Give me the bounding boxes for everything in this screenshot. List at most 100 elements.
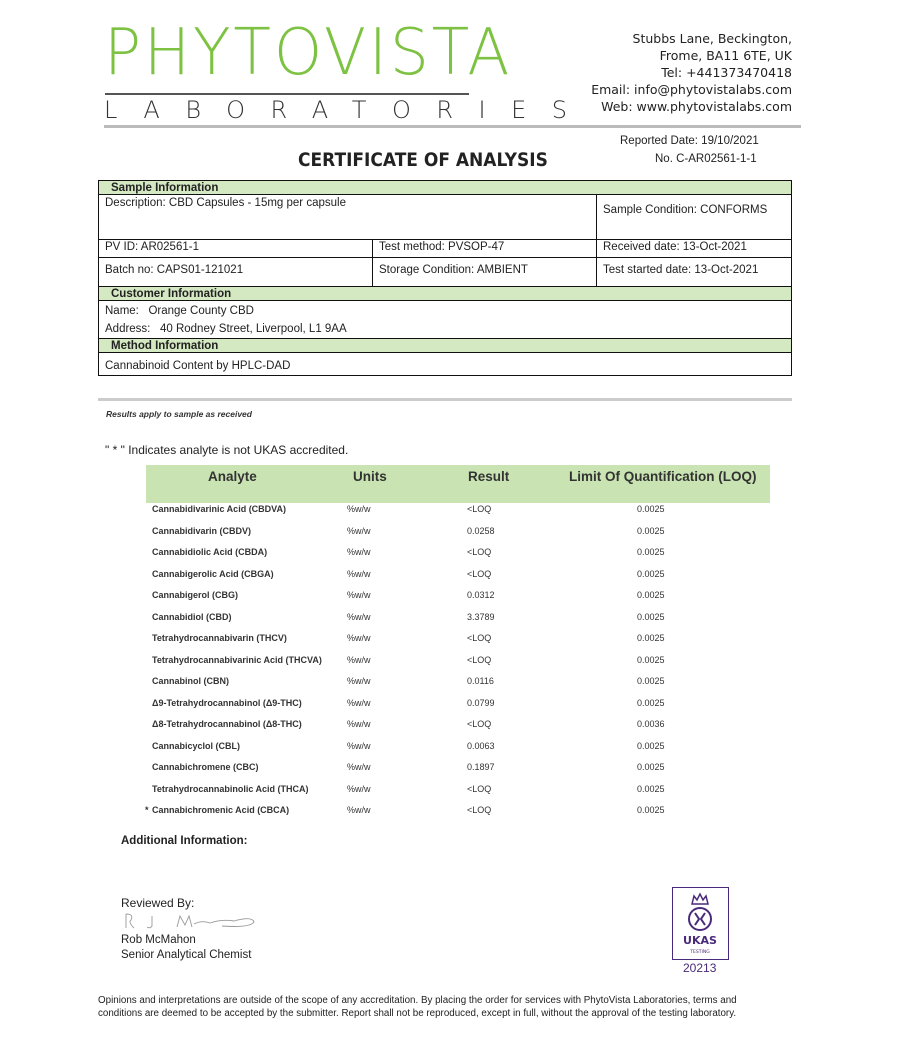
analyte-result: <LOQ — [467, 783, 492, 794]
page-title: CERTIFICATE OF ANALYSIS — [298, 150, 548, 171]
ukas-number: 20213 — [683, 961, 717, 975]
table-row: Tetrahydrocannabivarinic Acid (THCVA) %w/… — [0, 655, 900, 673]
test-method: Test method: PVSOP-47 — [373, 240, 597, 257]
table-row: Tetrahydrocannabivarin (THCV) %w/w <LOQ 0.0… — [0, 633, 900, 651]
analyte-loq: 0.0025 — [637, 590, 665, 600]
batch-number: Batch no: CAPS01-121021 — [99, 258, 373, 286]
analyte-result: 3.3789 — [467, 611, 495, 622]
analyte-result: 0.0116 — [467, 676, 494, 686]
additional-info-label: Additional Information: — [121, 835, 248, 847]
table-row: Cannabidiol (CBD) %w/w 3.3789 0.0025 — [0, 612, 900, 630]
footer-disclaimer: Opinions and interpretations are outside… — [98, 995, 737, 1019]
analyte-result: 0.0799 — [467, 697, 495, 708]
analyte-loq: 0.0025 — [637, 654, 665, 665]
sample-condition: Sample Condition: CONFORMS — [603, 204, 768, 216]
table-row: Cannabichromene (CBC) %w/w 0.1897 0.0025 — [0, 762, 900, 780]
analyte-result: <LOQ — [467, 719, 492, 729]
analyte-result: 0.1897 — [467, 762, 495, 772]
analyte-name: Cannabidivarin (CBDV) — [152, 525, 252, 536]
address-email: Email: info@phytovistalabs.com — [591, 82, 792, 97]
method-value: Cannabinoid Content by HPLC-DAD — [105, 360, 291, 372]
analyte-result: 0.0063 — [467, 740, 495, 751]
ukas-text: UKAS — [683, 934, 717, 947]
customer-address: Address: 40 Rodney Street, Liverpool, L1… — [105, 323, 347, 335]
analyte-name: Cannabinol (CBN) — [152, 676, 229, 686]
storage-condition: Storage Condition: AMBIENT — [373, 258, 597, 286]
table-row: Cannabidivarinic Acid (CBDVA) %w/w <LOQ 0.0… — [0, 504, 900, 522]
table-row: Δ9-Tetrahydrocannabinol (Δ9-THC) %w/w 0.07… — [0, 698, 900, 716]
analyte-units: %w/w — [347, 525, 371, 536]
analyte-units: %w/w — [347, 676, 371, 686]
results-table-header: Analyte Units Result Limit Of Quantifica… — [146, 465, 770, 503]
sample-info-heading: Sample Information — [99, 181, 791, 195]
analyte-units: %w/w — [347, 547, 371, 557]
analyte-name: Δ8-Tetrahydrocannabinol (Δ8-THC) — [152, 719, 302, 729]
analyte-units: %w/w — [347, 654, 371, 665]
table-row: Cannabigerolic Acid (CBGA) %w/w <LOQ 0.0025 — [0, 569, 900, 587]
analyte-result: <LOQ — [467, 654, 492, 665]
table-row: Δ8-Tetrahydrocannabinol (Δ8-THC) %w/w <LOQ… — [0, 719, 900, 737]
col-analyte: Analyte — [208, 469, 257, 484]
col-result: Result — [468, 469, 510, 484]
table-row: Cannabinol (CBN) %w/w 0.0116 0.0025 — [0, 676, 900, 694]
section-rule — [98, 398, 792, 401]
received-date: Received date: 13-Oct-2021 — [603, 241, 747, 253]
analyte-loq: 0.0025 — [637, 568, 665, 579]
certificate-number: No. C-AR02561-1-1 — [655, 153, 757, 165]
analyte-loq: 0.0036 — [637, 719, 665, 729]
analyte-result: <LOQ — [467, 547, 492, 557]
analyte-name: Δ9-Tetrahydrocannabinol (Δ9-THC) — [152, 697, 302, 708]
analyte-loq: 0.0025 — [637, 783, 665, 794]
analyte-units: %w/w — [347, 783, 371, 794]
col-units: Units — [353, 469, 387, 484]
address-line: Frome, BA11 6TE, UK — [659, 48, 792, 63]
table-row: Tetrahydrocannabinolic Acid (THCA) %w/w <L… — [0, 784, 900, 802]
analyte-units: %w/w — [347, 568, 371, 579]
analyte-loq: 0.0025 — [637, 525, 665, 536]
reported-date: Reported Date: 19/10/2021 — [620, 135, 759, 147]
analyte-result: <LOQ — [467, 805, 492, 815]
signature — [122, 910, 257, 937]
analyte-name: Cannabichromene (CBC) — [152, 762, 259, 772]
analyte-loq: 0.0025 — [637, 762, 665, 772]
analyte-loq: 0.0025 — [637, 504, 665, 514]
analyte-units: %w/w — [347, 590, 371, 600]
info-table: Sample Information Description: CBD Caps… — [98, 180, 792, 376]
logo-phytovista: PHYTOVISTA — [104, 16, 513, 90]
not-accredited-mark: * — [145, 805, 149, 815]
analyte-units: %w/w — [347, 740, 371, 751]
ukas-note: " * " Indicates analyte is not UKAS accr… — [105, 443, 349, 457]
analyte-loq: 0.0025 — [637, 633, 665, 643]
analyte-name: Cannabidivarinic Acid (CBDVA) — [152, 504, 287, 514]
table-row: Cannabidivarin (CBDV) %w/w 0.0258 0.0025 — [0, 526, 900, 544]
address-web: Web: www.phytovistalabs.com — [601, 99, 792, 114]
analyte-name: Cannabigerol (CBG) — [152, 590, 239, 600]
analyte-units: %w/w — [347, 719, 371, 729]
analyte-units: %w/w — [347, 805, 371, 815]
table-row: Cannabidiolic Acid (CBDA) %w/w <LOQ 0.0025 — [0, 547, 900, 565]
results-apply-note: Results apply to sample as received — [106, 409, 252, 419]
analyte-name: Tetrahydrocannabivarinic Acid (THCVA) — [152, 654, 322, 665]
analyte-result: <LOQ — [467, 504, 492, 514]
analyte-name: Tetrahydrocannabivarin (THCV) — [152, 633, 287, 643]
analyte-name: Cannabichromenic Acid (CBCA) — [152, 805, 290, 815]
customer-info-heading: Customer Information — [99, 287, 791, 301]
analyte-name: Cannabigerolic Acid (CBGA) — [152, 568, 274, 579]
analyte-name: Tetrahydrocannabinolic Acid (THCA) — [152, 783, 309, 794]
analyte-loq: 0.0025 — [637, 676, 665, 686]
table-row: Cannabigerol (CBG) %w/w 0.0312 0.0025 — [0, 590, 900, 608]
analyte-units: %w/w — [347, 633, 371, 643]
customer-name: Name: Orange County CBD — [105, 305, 254, 317]
analyte-name: Cannabidiolic Acid (CBDA) — [152, 547, 268, 557]
address-phone: Tel: +441373470418 — [661, 65, 792, 80]
analyte-name: Cannabidiol (CBD) — [152, 611, 232, 622]
method-info-heading: Method Information — [99, 339, 791, 353]
analyte-result: 0.0258 — [467, 525, 495, 536]
analyte-loq: 0.0025 — [637, 547, 665, 557]
address-line: Stubbs Lane, Beckington, — [632, 31, 792, 46]
analyte-loq: 0.0025 — [637, 740, 665, 751]
reviewer-name: Rob McMahon — [121, 934, 196, 946]
analyte-units: %w/w — [347, 762, 371, 772]
table-row: * Cannabichromenic Acid (CBCA) %w/w <LOQ 0.0… — [0, 805, 900, 823]
reviewer-title: Senior Analytical Chemist — [121, 949, 252, 961]
